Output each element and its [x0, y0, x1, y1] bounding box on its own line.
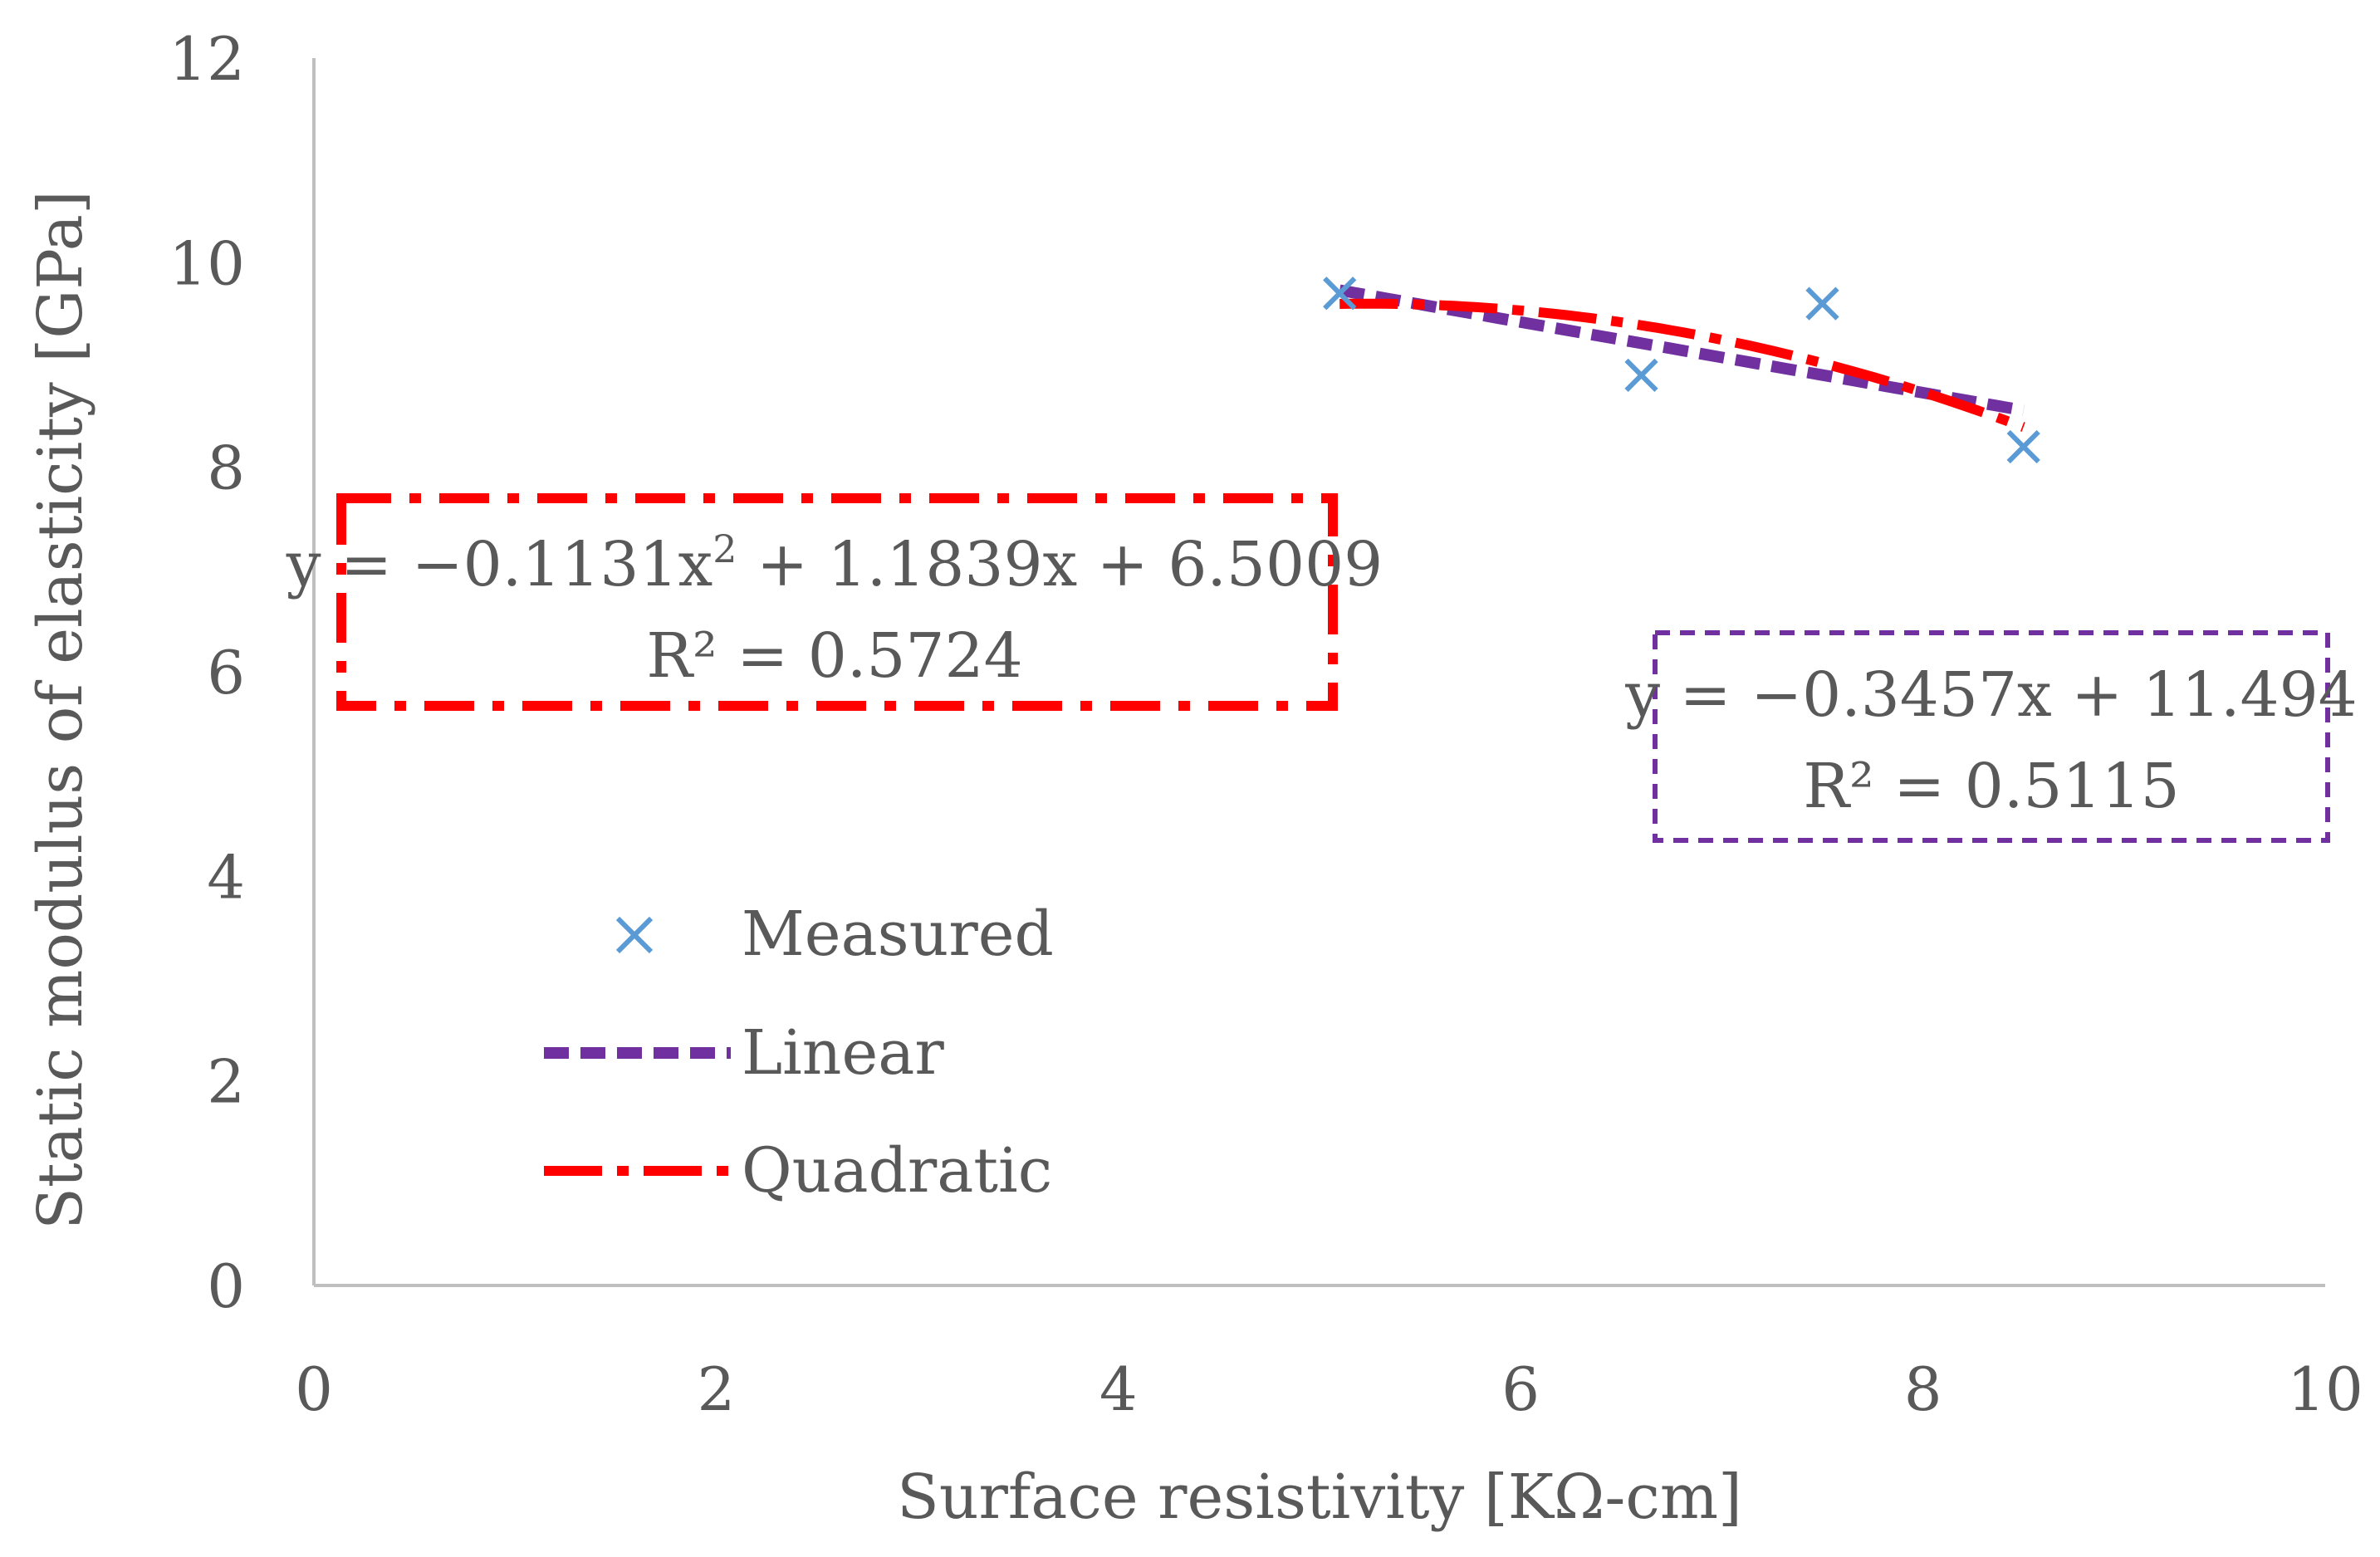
legend: Measured Linear Quadratic [544, 898, 1054, 1207]
x-tick-label: 6 [1501, 1354, 1540, 1424]
legend-label-linear: Linear [742, 1017, 944, 1089]
y-axis-title: Static modulus of elasticity [GPa] [25, 190, 96, 1230]
x-tick-label: 4 [1099, 1354, 1138, 1424]
y-tick-label: 2 [207, 1047, 245, 1117]
y-tick-label: 4 [207, 842, 245, 912]
linear-equation-box [1653, 630, 2330, 843]
y-tick-label: 8 [207, 433, 245, 503]
quadratic-equation: y = −0.1131x2 + 1.1839x + 6.5009 [286, 526, 1383, 600]
legend-label-measured: Measured [742, 898, 1054, 970]
x-tick-label: 8 [1904, 1354, 1942, 1424]
y-tick-labels: 0 2 4 6 8 10 12 [169, 24, 245, 1321]
linear-r2: R² = 0.5115 [1803, 751, 2179, 822]
x-tick-label: 10 [2287, 1354, 2363, 1424]
x-tick-label: 0 [295, 1354, 333, 1424]
quadratic-trendline [1339, 298, 2025, 432]
quadratic-equation-main: y = −0.1131x [286, 529, 713, 600]
measured-points [1323, 277, 2040, 464]
quadratic-equation-exponent: 2 [713, 526, 737, 571]
measured-point [2006, 429, 2040, 464]
measured-point [1323, 277, 1357, 311]
linear-equation: y = −0.3457x + 11.494 [1624, 659, 2358, 731]
measured-point [1805, 286, 1839, 321]
quadratic-equation-box [336, 493, 1338, 711]
x-tick-labels: 0 2 4 6 8 10 [295, 1354, 2363, 1424]
trendlines [1338, 284, 2025, 432]
legend-label-quadratic: Quadratic [742, 1135, 1052, 1207]
measured-point [1624, 358, 1658, 392]
legend-measured-marker [615, 916, 654, 954]
y-tick-label: 0 [207, 1251, 245, 1321]
quadratic-equation-rest: + 1.1839x + 6.5009 [737, 529, 1383, 600]
quadratic-r2: R² = 0.5724 [646, 620, 1022, 692]
x-tick-label: 2 [697, 1354, 735, 1424]
y-tick-label: 10 [169, 228, 245, 298]
x-axis-title: Surface resistivity [KΩ-cm] [897, 1462, 1742, 1533]
y-tick-label: 12 [169, 24, 245, 94]
y-tick-label: 6 [207, 638, 245, 708]
